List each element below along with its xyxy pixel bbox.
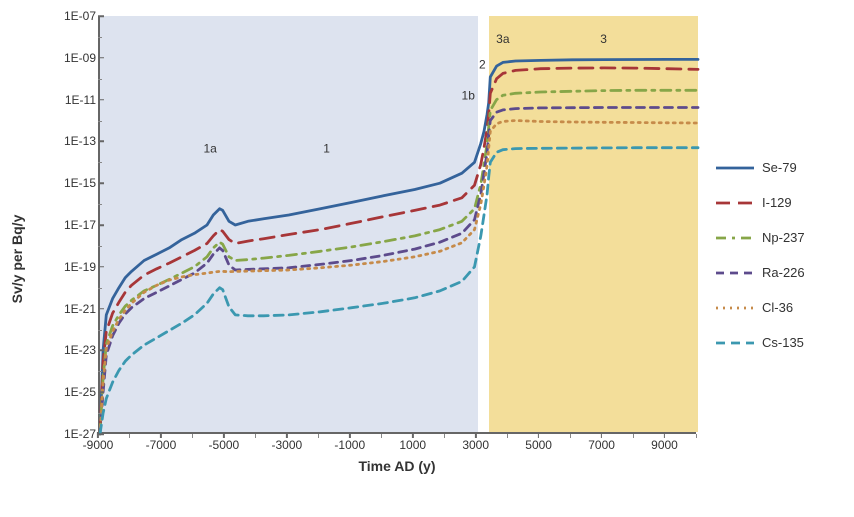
x-tick: 3000 <box>462 438 489 452</box>
y-tick: 1E-21 <box>46 302 96 316</box>
legend-label: Ra-226 <box>762 265 805 280</box>
legend-label: Se-79 <box>762 160 797 175</box>
y-tick-label: 1E-19 <box>64 260 96 274</box>
x-tick-label: 7000 <box>588 438 615 452</box>
y-tick: 1E-23 <box>46 343 96 357</box>
y-tick-label: 1E-23 <box>64 343 96 357</box>
y-minor-tick <box>98 37 102 38</box>
annotation-label: 1b <box>462 89 476 103</box>
x-tick-label: -5000 <box>209 438 240 452</box>
legend-item: Np-237 <box>716 230 805 245</box>
x-minor-tick <box>444 434 445 438</box>
series-cs-135 <box>100 148 698 434</box>
series-ra-226 <box>100 108 698 435</box>
x-tick-label: -9000 <box>83 438 114 452</box>
x-tick-label: 1000 <box>399 438 426 452</box>
legend-item: Se-79 <box>716 160 805 175</box>
legend-label: Np-237 <box>762 230 805 245</box>
legend: Se-79 I-129 Np-237 Ra-226 Cl-36 Cs-135 <box>716 160 805 370</box>
legend-item: Cs-135 <box>716 335 805 350</box>
x-tick: -1000 <box>334 438 365 452</box>
y-axis-label: Sv/y per Bq/y <box>9 214 25 303</box>
y-minor-tick <box>98 79 102 80</box>
x-tick: -5000 <box>209 438 240 452</box>
y-minor-tick <box>98 288 102 289</box>
annotation-label: 1 <box>323 141 330 155</box>
y-minor-tick <box>98 330 102 331</box>
x-tick: 1000 <box>399 438 426 452</box>
x-minor-tick <box>633 434 634 438</box>
y-tick-label: 1E-07 <box>64 9 96 23</box>
x-tick-label: 5000 <box>525 438 552 452</box>
x-tick-label: 9000 <box>651 438 678 452</box>
y-minor-tick <box>98 413 102 414</box>
x-tick: 7000 <box>588 438 615 452</box>
y-tick-label: 1E-13 <box>64 134 96 148</box>
y-tick: 1E-15 <box>46 176 96 190</box>
y-minor-tick <box>98 162 102 163</box>
x-minor-tick <box>696 434 697 438</box>
x-tick: -9000 <box>83 438 114 452</box>
x-tick-label: 3000 <box>462 438 489 452</box>
x-tick-label: -1000 <box>334 438 365 452</box>
x-minor-tick <box>318 434 319 438</box>
y-tick: 1E-13 <box>46 134 96 148</box>
chart-container: Sv/y per Bq/y Time AD (y) 1a 1 1b 2 3a 3 1E-2… <box>0 0 854 517</box>
legend-item: Cl-36 <box>716 300 805 315</box>
y-tick-label: 1E-21 <box>64 302 96 316</box>
y-tick-label: 1E-09 <box>64 51 96 65</box>
y-tick: 1E-07 <box>46 9 96 23</box>
y-minor-tick <box>98 246 102 247</box>
x-tick: 5000 <box>525 438 552 452</box>
x-tick-label: -7000 <box>146 438 177 452</box>
legend-item: Ra-226 <box>716 265 805 280</box>
x-minor-tick <box>129 434 130 438</box>
y-tick: 1E-17 <box>46 218 96 232</box>
legend-label: Cs-135 <box>762 335 804 350</box>
x-axis-label: Time AD (y) <box>98 458 696 474</box>
annotation-label: 3a <box>496 32 510 46</box>
y-tick-label: 1E-15 <box>64 176 96 190</box>
x-tick: -3000 <box>271 438 302 452</box>
plot-area: 1a 1 1b 2 3a 3 <box>98 16 696 434</box>
y-tick: 1E-09 <box>46 51 96 65</box>
x-tick: -7000 <box>146 438 177 452</box>
y-minor-tick <box>98 204 102 205</box>
y-tick: 1E-11 <box>46 93 96 107</box>
y-minor-tick <box>98 371 102 372</box>
annotation-label: 2 <box>479 58 486 72</box>
legend-item: I-129 <box>716 195 805 210</box>
y-tick-label: 1E-17 <box>64 218 96 232</box>
x-minor-tick <box>381 434 382 438</box>
annotation-label: 1a <box>203 141 217 155</box>
x-minor-tick <box>507 434 508 438</box>
y-tick-label: 1E-25 <box>64 385 96 399</box>
y-tick: 1E-19 <box>46 260 96 274</box>
legend-label: I-129 <box>762 195 792 210</box>
x-minor-tick <box>192 434 193 438</box>
y-tick-label: 1E-11 <box>65 93 96 107</box>
series-se-79 <box>100 59 698 434</box>
x-minor-tick <box>255 434 256 438</box>
plot-svg: 1a 1 1b 2 3a 3 <box>100 16 698 434</box>
annotation-label: 3 <box>600 32 607 46</box>
y-tick: 1E-25 <box>46 385 96 399</box>
x-tick-label: -3000 <box>271 438 302 452</box>
legend-label: Cl-36 <box>762 300 793 315</box>
x-minor-tick <box>570 434 571 438</box>
x-tick: 9000 <box>651 438 678 452</box>
y-minor-tick <box>98 121 102 122</box>
series-cl-36 <box>100 121 698 435</box>
series-np-237 <box>100 90 698 434</box>
